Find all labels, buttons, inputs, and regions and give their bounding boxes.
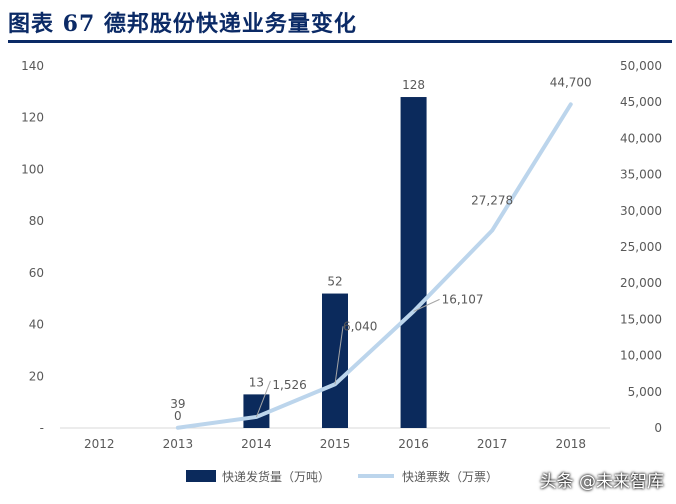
bar: [400, 97, 427, 429]
line-value-label: 44,700: [550, 75, 592, 89]
right-axis-tick-label: 0: [654, 421, 662, 435]
leader-line: [413, 298, 440, 312]
left-axis-tick-label: 40: [29, 318, 44, 332]
left-axis-tick-label: 140: [21, 59, 44, 73]
x-axis-tick-label: 2014: [241, 437, 272, 451]
page-title: 图表 67 德邦股份快递业务量变化: [8, 11, 357, 37]
left-axis-tick-label: 80: [29, 214, 44, 228]
bar-value-label: 128: [402, 78, 425, 92]
legend: 快递发货量（万吨） 快递票数（万票）: [186, 469, 498, 484]
right-axis-tick-label: 50,000: [620, 59, 662, 73]
line-value-label: 39: [170, 397, 185, 411]
series-line: [175, 102, 573, 430]
bar: [322, 293, 348, 428]
legend-label-bar: 快递发货量（万吨）: [222, 469, 330, 484]
left-axis-tick-label: -: [40, 421, 44, 435]
line-value-label: 16,107: [442, 292, 484, 306]
left-axis-tick-label: 100: [21, 162, 44, 176]
right-axis-tick-label: 30,000: [620, 204, 662, 218]
x-axis-tick-label: 2016: [398, 437, 429, 451]
title-rule: [8, 40, 672, 43]
data-labels: 0 13 52 128 39 1,526 6,040 16,107 27,278 44,700: [170, 75, 591, 423]
right-axis-tick-label: 20,000: [620, 276, 662, 290]
header: 图表 67 德邦股份快递业务量变化: [0, 0, 676, 46]
right-axis-tick-label: 45,000: [620, 95, 662, 109]
legend-swatch-bar: [186, 470, 216, 482]
bar-series: [243, 97, 427, 429]
left-axis-tick-label: 20: [29, 369, 44, 383]
chart: - 20 40 60 80 100 120 140 0 5,000 10,000 15,000 20,0…: [21, 59, 662, 484]
x-axis-tick-label: 2015: [320, 437, 351, 451]
line-value-label: 27,278: [471, 194, 513, 208]
right-axis-tick-label: 10,000: [620, 349, 662, 363]
right-axis-tick-label: 5,000: [628, 385, 662, 399]
x-axis-tick-label: 2013: [163, 437, 194, 451]
line-value-label: 6,040: [343, 319, 377, 333]
bar-value-label: 13: [249, 375, 264, 389]
left-axis-tick-label: 60: [29, 266, 44, 280]
bar-value-label: 0: [174, 409, 182, 423]
line-value-label: 1,526: [272, 378, 306, 392]
right-axis-tick-label: 35,000: [620, 168, 662, 182]
x-axis-tick-label: 2012: [84, 437, 115, 451]
x-axis-tick-label: 2017: [477, 437, 508, 451]
watermark: 头条 @未来智库: [539, 472, 664, 492]
bar-value-label: 52: [327, 275, 342, 289]
leader-line: [255, 380, 271, 418]
right-axis-tick-label: 15,000: [620, 312, 662, 326]
leader-line: [334, 326, 344, 385]
right-axis-tick-label: 25,000: [620, 240, 662, 254]
right-axis-tick-label: 40,000: [620, 131, 662, 145]
legend-label-line: 快递票数（万票）: [402, 469, 498, 484]
x-axis-tick-label: 2018: [555, 437, 586, 451]
chart-axes: - 20 40 60 80 100 120 140 0 5,000 10,000 15,000 20,0…: [21, 59, 662, 451]
line-series: [175, 102, 573, 430]
left-axis-tick-label: 120: [21, 111, 44, 125]
